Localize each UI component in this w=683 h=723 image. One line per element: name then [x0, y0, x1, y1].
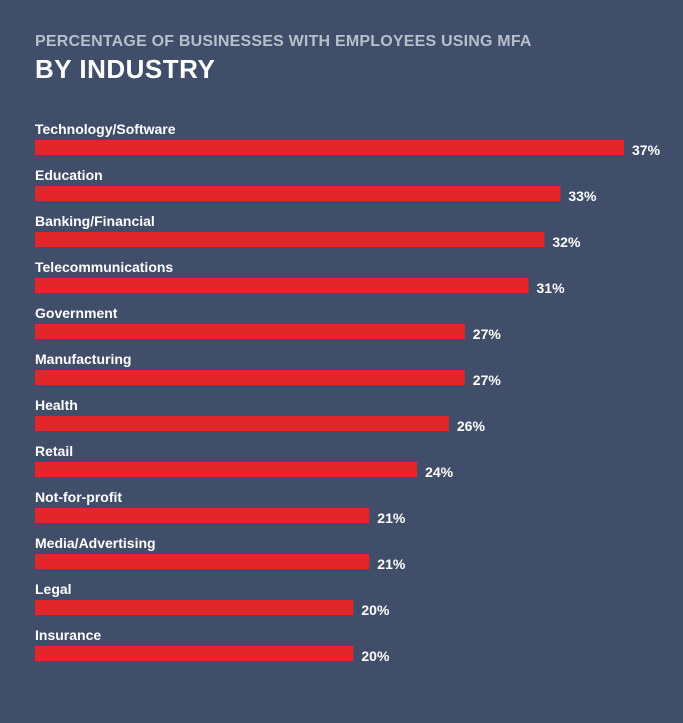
category-label-retail: Retail — [35, 443, 73, 459]
value-label-education: 33% — [568, 188, 597, 204]
bar-telecommunications — [35, 278, 529, 293]
bar-media-advertising — [35, 554, 370, 569]
bar-health — [35, 416, 449, 431]
category-label-banking-financial: Banking/Financial — [35, 213, 155, 229]
category-label-insurance: Insurance — [35, 627, 101, 643]
value-label-health: 26% — [457, 418, 486, 434]
bar-manufacturing — [35, 370, 465, 385]
category-label-manufacturing: Manufacturing — [35, 351, 131, 367]
bar-technology-software — [35, 140, 624, 155]
bar-government — [35, 324, 465, 339]
chart-title: BY INDUSTRY — [35, 54, 216, 84]
bar-education — [35, 186, 561, 201]
value-label-technology-software: 37% — [632, 142, 661, 158]
value-label-not-for-profit: 21% — [377, 510, 406, 526]
value-label-retail: 24% — [425, 464, 454, 480]
value-label-telecommunications: 31% — [537, 280, 566, 296]
chart-subtitle: PERCENTAGE OF BUSINESSES WITH EMPLOYEES … — [35, 33, 532, 50]
category-label-media-advertising: Media/Advertising — [35, 535, 156, 551]
bar-insurance — [35, 646, 354, 661]
value-label-banking-financial: 32% — [552, 234, 581, 250]
category-label-health: Health — [35, 397, 78, 413]
bar-retail — [35, 462, 418, 477]
value-label-media-advertising: 21% — [377, 556, 406, 572]
bar-banking-financial — [35, 232, 545, 247]
category-label-telecommunications: Telecommunications — [35, 259, 173, 275]
value-label-government: 27% — [473, 326, 502, 342]
category-label-not-for-profit: Not-for-profit — [35, 489, 122, 505]
category-label-government: Government — [35, 305, 118, 321]
value-label-manufacturing: 27% — [473, 372, 502, 388]
value-label-insurance: 20% — [361, 648, 390, 664]
value-label-legal: 20% — [361, 602, 390, 618]
bar-not-for-profit — [35, 508, 370, 523]
category-label-legal: Legal — [35, 581, 72, 597]
category-label-technology-software: Technology/Software — [35, 121, 176, 137]
category-label-education: Education — [35, 167, 103, 183]
bar-legal — [35, 600, 354, 615]
